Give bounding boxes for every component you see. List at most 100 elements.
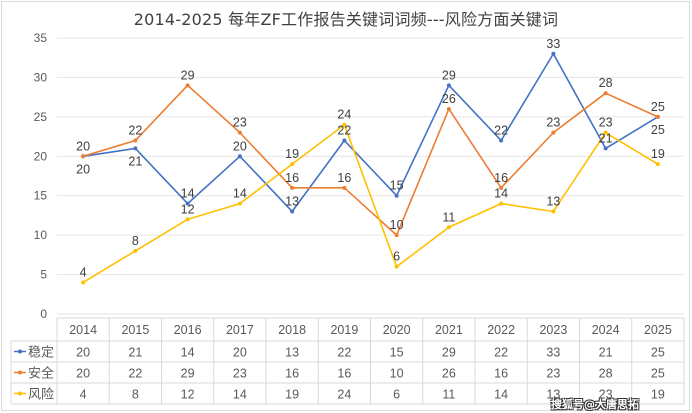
data-label: 26 <box>442 92 456 106</box>
table-cell-value: 33 <box>546 346 560 360</box>
x-category-label: 2018 <box>278 323 306 337</box>
x-category-label: 2022 <box>487 323 515 337</box>
data-label: 20 <box>76 139 90 153</box>
y-tick-label: 5 <box>40 268 47 282</box>
table-cell-value: 19 <box>651 388 665 402</box>
y-tick-label: 35 <box>34 31 48 45</box>
table-cell-value: 21 <box>128 346 142 360</box>
legend-label: 风险 <box>28 388 54 403</box>
data-label: 21 <box>128 154 142 168</box>
data-label: 10 <box>390 218 404 232</box>
data-point <box>603 146 608 151</box>
table-cell-value: 16 <box>494 367 508 381</box>
table-cell-value: 29 <box>442 346 456 360</box>
data-point <box>185 83 190 88</box>
table-cell-value: 16 <box>285 367 299 381</box>
data-point <box>499 185 504 190</box>
x-category-label: 2024 <box>592 323 620 337</box>
table-cell-value: 14 <box>494 388 508 402</box>
table-cell-value: 15 <box>390 346 404 360</box>
x-category-label: 2016 <box>174 323 202 337</box>
data-label: 12 <box>181 202 195 216</box>
data-point <box>446 225 451 230</box>
y-tick-label: 20 <box>34 149 48 163</box>
table-cell-value: 26 <box>442 367 456 381</box>
table-cell-value: 16 <box>337 367 351 381</box>
data-label: 19 <box>285 147 299 161</box>
data-label: 28 <box>599 76 613 90</box>
data-point <box>237 154 242 159</box>
data-label: 19 <box>651 147 665 161</box>
data-point <box>603 130 608 135</box>
data-label: 13 <box>285 194 299 208</box>
data-point <box>551 209 556 214</box>
data-point <box>342 185 347 190</box>
data-point <box>342 122 347 127</box>
table-cell-value: 21 <box>599 346 613 360</box>
data-label: 22 <box>337 124 351 138</box>
data-label: 16 <box>285 171 299 185</box>
table-cell-value: 14 <box>233 388 247 402</box>
table-cell-value: 20 <box>76 367 90 381</box>
data-point <box>290 162 295 167</box>
table-cell-value: 20 <box>76 346 90 360</box>
table-cell-value: 13 <box>285 346 299 360</box>
data-point <box>81 154 86 159</box>
x-category-label: 2015 <box>121 323 149 337</box>
data-label: 25 <box>651 123 665 137</box>
y-tick-label: 0 <box>40 307 47 321</box>
data-point <box>499 201 504 206</box>
table-cell-value: 14 <box>181 346 195 360</box>
data-point <box>394 264 399 269</box>
y-tick-label: 10 <box>34 228 48 242</box>
data-point <box>237 201 242 206</box>
y-tick-label: 15 <box>34 189 48 203</box>
series-line-风险 <box>82 123 659 284</box>
data-label: 14 <box>181 187 195 201</box>
legend-label: 稳定 <box>28 345 54 361</box>
data-label: 14 <box>494 187 508 201</box>
table-cell-value: 23 <box>233 367 247 381</box>
table-cell-value: 22 <box>128 367 142 381</box>
data-point <box>133 248 138 253</box>
watermark: 搜狐号@大唐思拓 <box>551 398 639 411</box>
data-label: 15 <box>390 179 404 193</box>
data-label: 16 <box>494 171 508 185</box>
table-cell-value: 10 <box>390 367 404 381</box>
x-category-label: 2025 <box>644 323 672 337</box>
chart-title: 2014-2025 每年ZF工作报告关键词词频---风险方面关键词 <box>133 10 559 29</box>
data-label: 14 <box>233 187 247 201</box>
data-point <box>185 217 190 222</box>
series-line-稳定 <box>83 52 659 213</box>
data-point <box>603 91 608 96</box>
data-label: 24 <box>337 108 351 122</box>
data-label: 23 <box>546 116 560 130</box>
data-point <box>185 201 190 206</box>
table-cell-value: 22 <box>494 346 508 360</box>
y-tick-label: 25 <box>34 110 48 124</box>
legend-label: 安全 <box>28 366 54 382</box>
table-cell-value: 12 <box>181 388 195 402</box>
table-cell-value: 8 <box>132 388 139 402</box>
data-label: 16 <box>337 171 351 185</box>
data-point <box>551 51 556 56</box>
data-label: 8 <box>132 234 139 248</box>
data-point <box>446 83 451 88</box>
legend-key-marker <box>18 370 22 375</box>
legend-key-marker <box>18 391 22 396</box>
table-cell-value: 25 <box>651 367 665 381</box>
data-label: 22 <box>494 124 508 138</box>
data-label: 21 <box>599 131 613 145</box>
table-cell-value: 23 <box>599 388 613 402</box>
data-label: 20 <box>233 139 247 153</box>
table-cell-value: 20 <box>233 346 247 360</box>
data-label: 29 <box>442 68 456 82</box>
table-cell-value: 28 <box>599 367 613 381</box>
table-cell-value: 6 <box>393 388 400 402</box>
data-point <box>394 193 399 198</box>
table-cell-value: 24 <box>337 388 351 402</box>
data-point <box>290 185 295 190</box>
x-category-label: 2017 <box>226 323 254 337</box>
